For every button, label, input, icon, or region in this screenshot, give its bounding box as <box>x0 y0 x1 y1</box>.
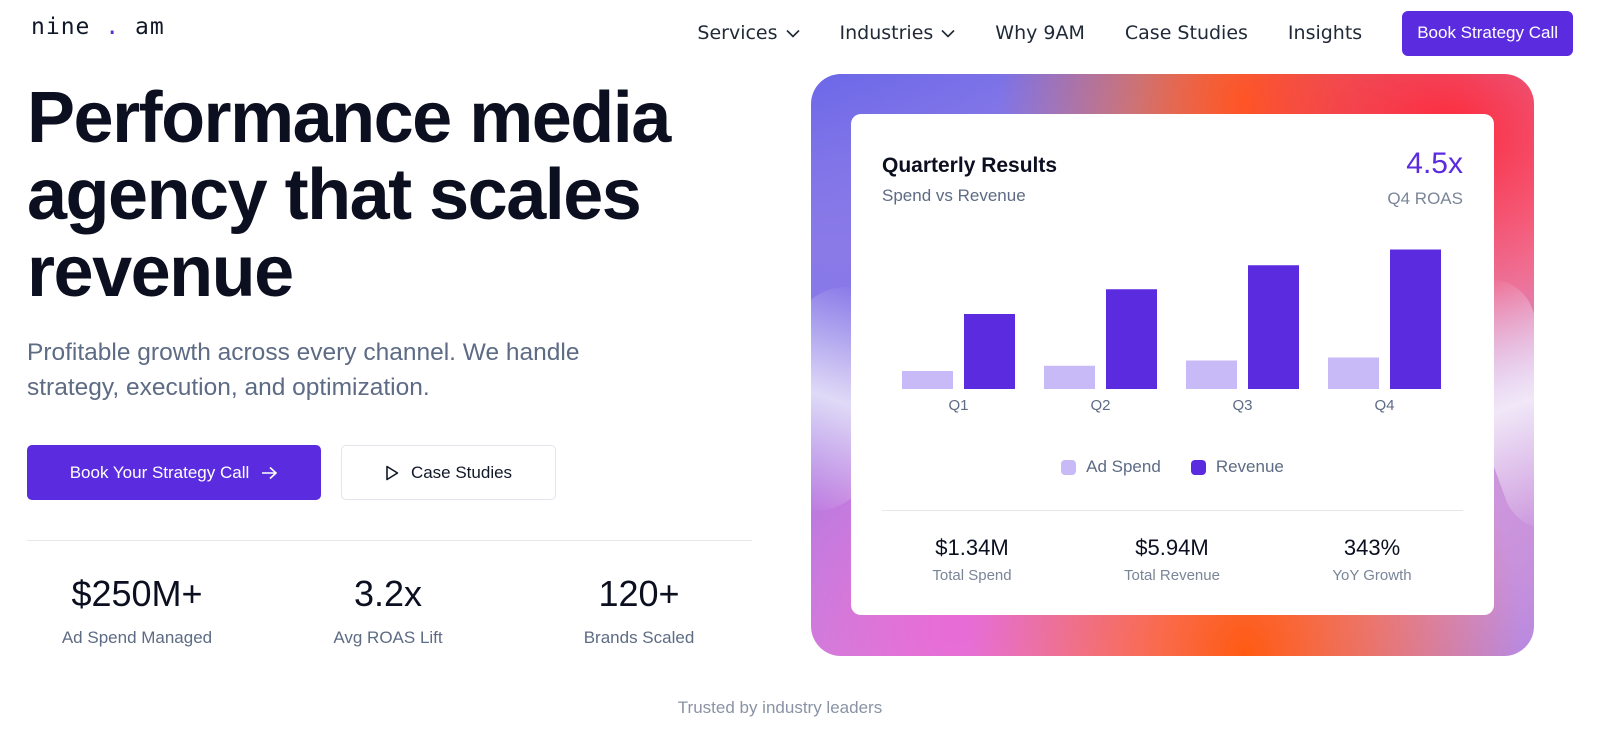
nav-case-studies-label: Case Studies <box>1124 22 1248 44</box>
trusted-by-heading: Trusted by industry leaders <box>677 698 883 717</box>
hero-title: Performance media agency that scales rev… <box>27 78 671 312</box>
bar-revenue-q2 <box>1106 289 1157 389</box>
stats-divider <box>27 540 752 541</box>
nav-item-case-studies[interactable]: Case Studies <box>1125 22 1248 44</box>
bar-ad-spend-q2 <box>1044 365 1095 389</box>
x-tick-label: Q4 <box>1374 397 1394 414</box>
nav-industries-label: Industries <box>839 22 934 44</box>
stat-ad-spend: $250M+ Ad Spend Managed <box>12 572 262 648</box>
nav-item-insights[interactable]: Insights <box>1288 22 1362 44</box>
card-subtitle: Spend vs Revenue <box>882 186 1026 205</box>
x-tick-label: Q3 <box>1232 397 1252 414</box>
legend-label: Ad Spend <box>1086 457 1161 476</box>
stat-roas-lift: 3.2x Avg ROAS Lift <box>263 572 513 648</box>
nav-services-label: Services <box>697 22 778 44</box>
logo-text-left: nine <box>31 14 91 40</box>
arrow-right-icon <box>262 466 278 479</box>
legend-swatch <box>1190 459 1206 475</box>
kpi-value: $5.94M <box>1135 535 1209 560</box>
card-title: Quarterly Results <box>882 154 1058 177</box>
bar-ad-spend-q3 <box>1186 360 1237 389</box>
roas-label: Q4 ROAS <box>1387 189 1463 208</box>
x-tick-label: Q1 <box>948 397 968 414</box>
stat-brands-scaled: 120+ Brands Scaled <box>514 572 764 648</box>
nav-why-label: Why 9AM <box>995 22 1085 44</box>
stat-label: Avg ROAS Lift <box>333 628 443 647</box>
quarterly-results-card: Quarterly Results Spend vs Revenue 4.5x … <box>851 114 1494 615</box>
legend-label: Revenue <box>1215 457 1284 476</box>
nav-item-services[interactable]: Services <box>697 22 800 44</box>
logo-dot: . <box>105 14 121 40</box>
kpi-value: 343% <box>1343 535 1401 560</box>
legend-item-ad-spend: Ad Spend <box>1061 457 1161 477</box>
kpi-label: Total Spend <box>932 567 1012 584</box>
card-divider <box>882 510 1463 511</box>
legend-item-revenue: Revenue <box>1190 457 1284 477</box>
stat-label: Brands Scaled <box>583 628 695 647</box>
stat-value: 3.2x <box>353 573 423 614</box>
secondary-button-label: Case Studies <box>410 462 513 482</box>
stat-value: $250M+ <box>71 573 203 614</box>
logo-text-right: am <box>134 14 165 40</box>
chevron-down-icon <box>941 29 955 38</box>
stat-value: 120+ <box>598 573 680 614</box>
kpi-label: YoY Growth <box>1332 567 1412 584</box>
bar-revenue-q4 <box>1390 249 1441 389</box>
kpi-value: $1.34M <box>935 535 1009 560</box>
bar-ad-spend-q4 <box>1328 357 1379 389</box>
play-icon <box>386 465 399 480</box>
book-your-strategy-call-button[interactable]: Book Your Strategy Call <box>27 445 321 500</box>
bar-revenue-q1 <box>964 314 1015 389</box>
nav-item-why-9am[interactable]: Why 9AM <box>995 22 1085 44</box>
kpi-label: Total Revenue <box>1124 567 1220 584</box>
kpi-total-spend: $1.34M Total Spend <box>872 535 1072 584</box>
kpi-total-revenue: $5.94M Total Revenue <box>1072 535 1272 584</box>
case-studies-button[interactable]: Case Studies <box>341 445 556 500</box>
primary-button-label: Book Your Strategy Call <box>69 462 250 482</box>
book-strategy-call-button[interactable]: Book Strategy Call <box>1402 10 1573 56</box>
logo[interactable]: nine . am <box>31 14 165 40</box>
chevron-down-icon <box>785 29 800 38</box>
stat-label: Ad Spend Managed <box>61 628 213 647</box>
hero-subtitle: Profitable growth across every channel. … <box>27 339 580 401</box>
roas-value: 4.5x <box>1406 147 1463 180</box>
nav-insights-label: Insights <box>1287 22 1363 44</box>
x-tick-label: Q2 <box>1090 397 1110 414</box>
kpi-yoy-growth: 343% YoY Growth <box>1272 535 1472 584</box>
bar-ad-spend-q1 <box>902 371 953 389</box>
bar-revenue-q3 <box>1248 265 1299 389</box>
main-nav: Services Industries Why 9AM Case Studies… <box>697 0 1573 66</box>
hero-visual: Quarterly Results Spend vs Revenue 4.5x … <box>811 74 1534 656</box>
nav-item-industries[interactable]: Industries <box>840 22 956 44</box>
spend-revenue-bar-chart: Q1 Q2 Q3 Q4 <box>902 249 1441 414</box>
chart-legend: Ad Spend Revenue <box>851 457 1494 477</box>
legend-swatch <box>1061 459 1077 475</box>
